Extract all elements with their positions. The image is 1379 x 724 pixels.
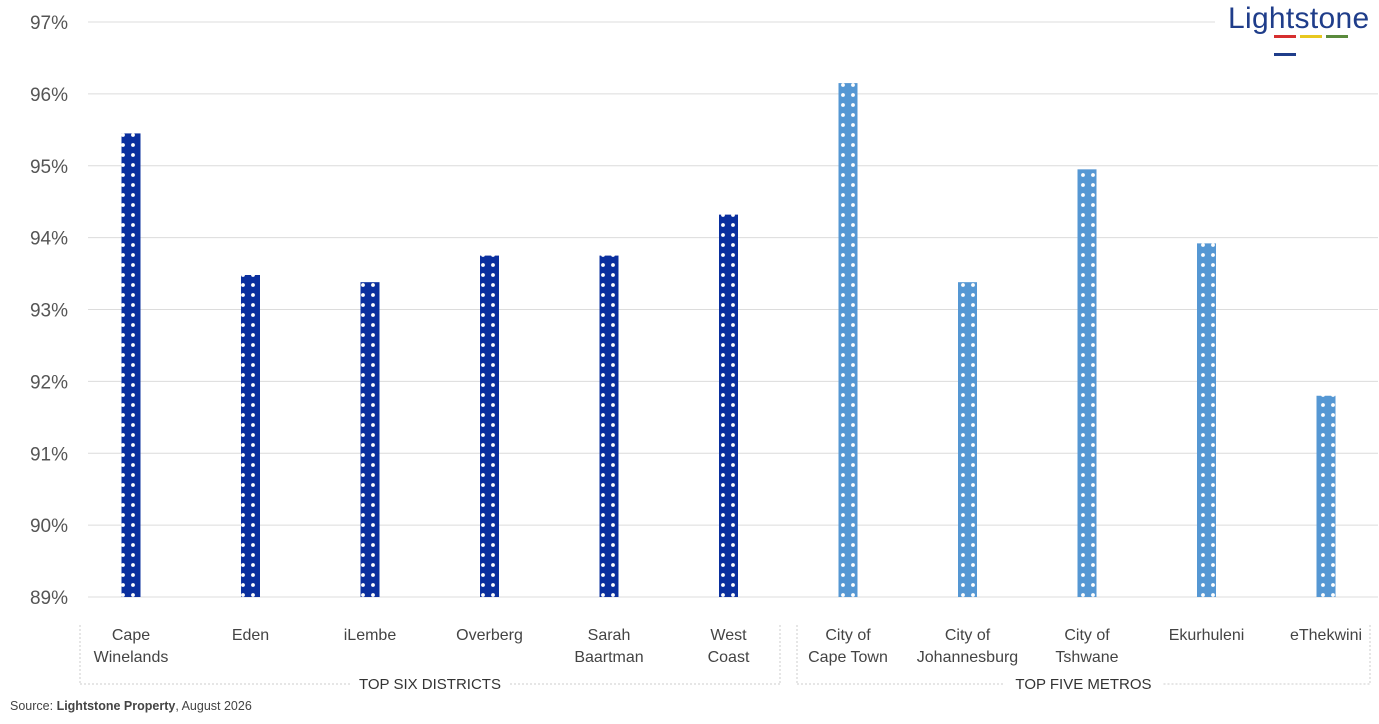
y-axis-ticks: 89% 90% 91% 92% 93% 94% 95% 96% 97%: [30, 13, 68, 609]
y-tick-label: 93%: [30, 301, 68, 322]
category-label: City of: [1064, 627, 1110, 644]
lightstone-logo: Lightstone: [1228, 2, 1376, 56]
bar: [1197, 243, 1216, 597]
bar: [599, 255, 619, 597]
bars: [121, 83, 1336, 597]
category-label: Overberg: [456, 627, 523, 644]
category-label: West: [710, 627, 747, 644]
category-label: eThekwini: [1290, 627, 1362, 644]
category-label: Tshwane: [1055, 649, 1118, 666]
bar: [719, 214, 738, 597]
source-suffix: , August 2026: [175, 699, 252, 713]
category-label: Cape Town: [808, 649, 888, 666]
category-labels: Cape Winelands Eden iLembe Overberg Sarah Baar…: [94, 627, 1362, 666]
logo-bar-yellow: [1300, 35, 1322, 38]
logo-color-bars: [1274, 35, 1376, 56]
category-label: Ekurhuleni: [1169, 627, 1245, 644]
category-label: Johannesburg: [917, 649, 1018, 666]
bar: [121, 133, 141, 597]
category-label: Cape: [112, 627, 150, 644]
bar: [241, 275, 260, 597]
y-tick-label: 94%: [30, 229, 68, 250]
y-tick-label: 92%: [30, 372, 68, 393]
bar: [958, 282, 977, 597]
y-tick-label: 97%: [30, 13, 68, 34]
category-label: City of: [825, 627, 871, 644]
logo-bar-red: [1274, 35, 1296, 38]
y-tick-label: 89%: [30, 588, 68, 609]
category-label: City of: [945, 627, 991, 644]
y-tick-label: 96%: [30, 85, 68, 106]
category-label: Baartman: [574, 649, 643, 666]
group-labels: TOP SIX DISTRICTS TOP FIVE METROS: [79, 625, 1371, 693]
source-prefix: Source:: [10, 699, 57, 713]
bar: [480, 255, 499, 597]
category-label: Sarah: [588, 627, 631, 644]
category-label: iLembe: [344, 627, 397, 644]
category-label: Winelands: [94, 649, 169, 666]
y-tick-label: 90%: [30, 516, 68, 537]
bar: [1077, 169, 1097, 597]
y-tick-label: 91%: [30, 444, 68, 465]
source-note: Source: Lightstone Property, August 2026: [10, 699, 252, 713]
bar: [838, 83, 858, 597]
group-label: TOP FIVE METROS: [1015, 676, 1151, 693]
source-name: Lightstone Property: [56, 699, 176, 713]
logo-bar-green: [1326, 35, 1348, 38]
bar: [360, 282, 380, 597]
group-label: TOP SIX DISTRICTS: [359, 676, 501, 693]
y-tick-label: 95%: [30, 157, 68, 178]
logo-text: Lightstone: [1228, 2, 1370, 35]
category-label: Coast: [708, 649, 750, 666]
category-label: Eden: [232, 627, 269, 644]
bar: [1316, 395, 1336, 597]
logo-bar-blue: [1274, 53, 1296, 56]
